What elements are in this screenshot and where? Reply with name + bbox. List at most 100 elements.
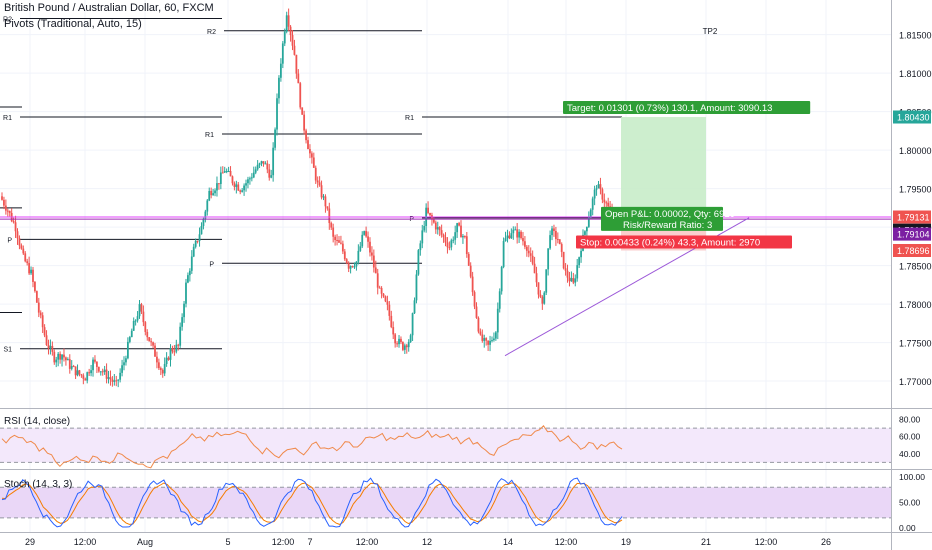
candle-body: [524, 241, 526, 247]
rsi-tick-label: 60.00: [899, 432, 921, 442]
candle-body: [496, 308, 499, 333]
candle-body: [115, 380, 118, 382]
candle-body: [504, 238, 507, 242]
candle-body: [419, 243, 422, 251]
rsi-band: [0, 428, 891, 463]
candle-body: [20, 245, 23, 249]
candle-body: [270, 175, 273, 178]
candle-body: [341, 243, 344, 252]
candle-body: [392, 327, 395, 335]
candle-body: [456, 223, 459, 233]
candle-body: [359, 246, 362, 251]
candle-body: [349, 266, 352, 269]
candle-body: [214, 190, 216, 194]
candle-body: [152, 342, 154, 346]
chart-title: British Pound / Australian Dollar, 60, F…: [4, 2, 214, 14]
candle-body: [572, 278, 575, 283]
candle-body: [26, 261, 29, 264]
candle-body: [479, 331, 482, 335]
candle-body: [289, 26, 292, 36]
pivot-label: R1: [3, 115, 12, 122]
candle-body: [94, 359, 96, 362]
candle-body: [603, 199, 606, 203]
candle-body: [309, 149, 311, 154]
candle-body: [219, 172, 222, 184]
candle-body: [549, 235, 551, 249]
candle-body: [295, 54, 298, 74]
candle-body: [134, 320, 137, 322]
candle-body: [338, 240, 340, 243]
candle-body: [514, 229, 517, 231]
candle-body: [516, 229, 519, 238]
stoch-tick-label: 0.00: [899, 523, 916, 533]
candle-body: [477, 317, 480, 332]
target-label-bg: [563, 101, 811, 115]
candle-body: [210, 190, 213, 196]
candle-body: [248, 178, 251, 180]
price-badge: [893, 210, 931, 224]
rsi-tick-label: 40.00: [899, 449, 921, 459]
candle-body: [365, 231, 368, 237]
candle-body: [489, 340, 491, 345]
candle-body: [409, 335, 412, 342]
candle-body: [458, 223, 460, 226]
candle-body: [157, 362, 160, 369]
drawings[interactable]: Target: 0.01301 (0.73%) 130.1, Amount: 3…: [0, 27, 891, 357]
candle-body: [593, 189, 596, 199]
pivots-indicator-label: Pivots (Traditional, Auto, 15): [4, 18, 142, 30]
candle-body: [326, 206, 329, 209]
candle-body: [235, 184, 238, 187]
candle-body: [208, 190, 211, 201]
candle-body: [194, 240, 197, 247]
candle-body: [340, 242, 342, 244]
candle-body: [483, 338, 486, 341]
candle-body: [196, 240, 199, 242]
candle-body: [80, 374, 83, 376]
candle-body: [423, 225, 426, 231]
candle-body: [88, 372, 91, 374]
candle-body: [562, 251, 565, 269]
candle-body: [156, 356, 158, 363]
candle-body: [192, 246, 195, 257]
candle-body: [268, 169, 271, 178]
candle-body: [320, 185, 323, 198]
candle-body: [498, 291, 501, 309]
candle-body: [109, 377, 112, 380]
candle-body: [227, 170, 230, 172]
candle-body: [429, 212, 431, 216]
stoch-k-line: [1, 477, 623, 528]
candle-body: [68, 359, 71, 369]
time-tick-label: 26: [821, 537, 831, 547]
stop-label-bg: [576, 235, 792, 249]
candle-body: [556, 239, 559, 241]
candle-body: [179, 326, 182, 346]
candle-body: [55, 359, 58, 363]
price-badge-text: 1.80430: [897, 113, 930, 123]
pivot-label: R2: [3, 16, 12, 23]
candle-body: [361, 234, 364, 247]
price-tick-label: 1.80000: [899, 146, 932, 156]
candle-body: [97, 366, 100, 372]
candle-body: [566, 270, 569, 278]
candle-body: [475, 306, 478, 318]
candle-body: [1, 196, 3, 200]
candle-body: [305, 130, 307, 141]
candle-body: [185, 282, 187, 304]
candle-body: [247, 179, 249, 184]
candle-body: [407, 341, 410, 348]
candle-body: [605, 202, 608, 204]
candle-body: [43, 327, 46, 336]
candle-body: [551, 228, 553, 236]
candle-body: [37, 302, 40, 313]
candle-body: [485, 338, 488, 341]
candle-body: [169, 348, 172, 360]
pivot-label: P: [7, 237, 12, 244]
candle-body: [86, 372, 89, 381]
candle-body: [92, 359, 94, 371]
price-tick-label: 1.77500: [899, 339, 932, 349]
candle-body: [175, 344, 178, 352]
candle-body: [535, 273, 538, 283]
candle-body: [200, 226, 203, 235]
time-tick-label: 21: [701, 537, 711, 547]
